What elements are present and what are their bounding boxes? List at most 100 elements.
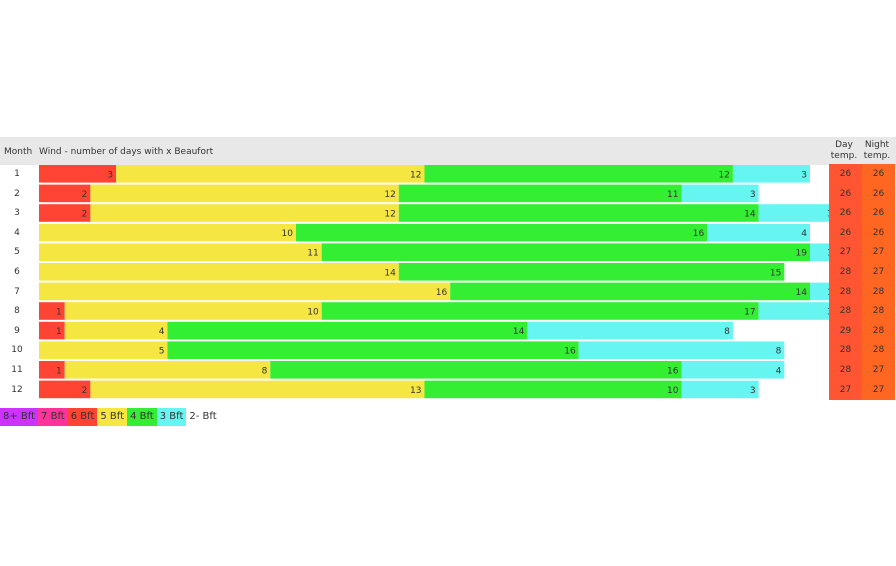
night-temp-value: 28 xyxy=(872,325,885,336)
wind-bar-segment xyxy=(39,282,451,301)
wind-bar-value-label: 2 xyxy=(82,386,88,396)
legend-item: 2- Bft xyxy=(186,408,220,426)
wind-bar-value-label: 8 xyxy=(776,347,782,357)
wind-bar-segment xyxy=(424,165,733,183)
month-label: 1 xyxy=(14,169,20,179)
wind-bar-segment xyxy=(398,263,785,281)
day-temp-column xyxy=(829,164,862,400)
wind-bar-value-label: 4 xyxy=(801,229,807,239)
wind-bar-value-label: 10 xyxy=(667,386,679,396)
month-label: 2 xyxy=(14,188,20,199)
wind-bar-segment xyxy=(424,380,682,399)
wind-bar-value-label: 14 xyxy=(744,210,756,220)
night-temp-value: 27 xyxy=(872,247,885,258)
wind-bar-value-label: 16 xyxy=(667,366,679,376)
wind-bar-segment xyxy=(39,243,322,261)
night-temp-value: 28 xyxy=(872,306,885,317)
night-temp-value: 28 xyxy=(872,286,885,297)
wind-bar-value-label: 5 xyxy=(159,347,165,357)
wind-bar-value-label: 1 xyxy=(56,308,62,318)
legend-item: 4 Bft xyxy=(127,408,157,426)
wind-bar-segment xyxy=(39,204,91,222)
wind-bar-segment xyxy=(578,341,785,359)
wind-bar-value-label: 16 xyxy=(564,347,576,357)
wind-bar-value-label: 3 xyxy=(750,190,756,200)
wind-bar-value-label: 11 xyxy=(307,249,318,259)
day-temp-header-line2: temp. xyxy=(830,151,858,161)
day-temp-value: 26 xyxy=(839,227,852,238)
month-label: 12 xyxy=(11,384,23,395)
wind-bar-segment xyxy=(39,341,168,359)
wind-bar-segment xyxy=(758,302,836,320)
legend-item: 3 Bft xyxy=(156,408,187,426)
wind-bar-value-label: 14 xyxy=(513,327,525,337)
day-temp-value: 28 xyxy=(839,365,852,375)
legend-item: 7 Bft xyxy=(38,408,68,426)
wind-bar-segment xyxy=(64,361,271,379)
day-temp-value: 26 xyxy=(839,188,852,199)
wind-bar-segment xyxy=(321,302,759,320)
wind-bar-segment xyxy=(681,361,785,379)
night-temp-header-line1: Night xyxy=(864,140,890,150)
wind-bar-value-label: 4 xyxy=(159,327,165,337)
wind-bar-segment xyxy=(39,263,399,281)
month-label: 8 xyxy=(14,306,20,317)
day-temp-value: 27 xyxy=(839,247,852,258)
wind-column-header: Wind - number of days with x Beaufort xyxy=(39,147,214,157)
month-label: 11 xyxy=(11,365,23,375)
wind-bar-value-label: 3 xyxy=(801,170,807,180)
day-temp-value: 27 xyxy=(839,384,852,395)
wind-bar-value-label: 3 xyxy=(107,170,113,180)
wind-bar-value-label: 16 xyxy=(693,229,705,239)
month-label: 6 xyxy=(14,267,20,277)
wind-bar-segment xyxy=(64,302,322,320)
wind-bar-value-label: 10 xyxy=(307,308,319,318)
wind-bar-segment xyxy=(39,321,65,340)
wind-bar-value-label: 2 xyxy=(82,210,88,220)
wind-bar-segment xyxy=(681,184,759,203)
wind-bar-value-label: 1 xyxy=(56,366,62,376)
wind-bar-value-label: 4 xyxy=(776,366,782,376)
wind-bar-segment xyxy=(90,380,425,399)
wind-bar-segment xyxy=(39,165,117,183)
wind-bar-segment xyxy=(450,282,810,301)
table-header: Month Wind - number of days with x Beauf… xyxy=(0,137,896,165)
month-label: 4 xyxy=(14,227,20,238)
wind-bar-value-label: 13 xyxy=(410,386,421,396)
wind-bar-value-label: 12 xyxy=(718,170,729,180)
wind-bar-segment xyxy=(39,223,296,242)
wind-bar-segment xyxy=(398,184,682,203)
wind-bar-segment xyxy=(732,165,810,183)
night-temp-column-header: Night temp. xyxy=(857,140,896,162)
night-temp-value: 26 xyxy=(872,227,885,238)
wind-bar-segment xyxy=(90,184,399,203)
night-temp-value: 27 xyxy=(872,267,885,277)
month-label: 9 xyxy=(14,325,20,336)
night-temp-value: 27 xyxy=(872,365,885,375)
wind-bar-value-label: 12 xyxy=(384,210,395,220)
day-temp-value: 28 xyxy=(839,286,852,297)
day-temp-value: 26 xyxy=(839,169,852,179)
night-temp-value: 27 xyxy=(872,384,885,395)
wind-bar-value-label: 3 xyxy=(750,386,756,396)
wind-bar-value-label: 15 xyxy=(770,268,781,278)
wind-bar-segment xyxy=(527,321,733,340)
wind-bar-value-label: 1 xyxy=(56,327,62,337)
wind-bar-segment xyxy=(681,380,759,399)
day-temp-value: 28 xyxy=(839,267,852,277)
month-label: 5 xyxy=(14,247,20,258)
wind-bar-value-label: 14 xyxy=(384,268,396,278)
night-temp-value: 26 xyxy=(872,169,885,179)
day-temp-value: 28 xyxy=(839,306,852,317)
wind-bar-segment xyxy=(321,243,810,261)
wind-bar-segment xyxy=(270,361,682,379)
wind-bar-segment xyxy=(39,380,91,399)
legend-item: 6 Bft xyxy=(67,408,98,426)
night-temp-value: 26 xyxy=(872,188,885,199)
wind-bar-value-label: 19 xyxy=(796,249,808,259)
wind-bar-value-label: 12 xyxy=(384,190,395,200)
wind-bar-value-label: 8 xyxy=(262,366,268,376)
wind-bar-segment xyxy=(116,165,425,183)
wind-bar-value-label: 14 xyxy=(796,288,808,298)
